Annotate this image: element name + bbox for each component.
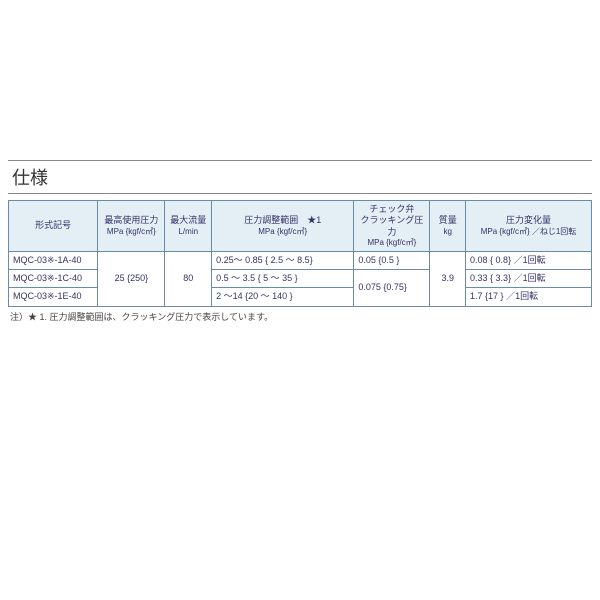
cell-range: 2 ～14 {20 ～ 140 } xyxy=(212,288,354,306)
th-max-flow: 最大流量 L/min xyxy=(165,201,212,252)
cell-cracking: 0.075 {0.75} xyxy=(354,270,430,307)
th-max-pressure: 最高使用圧力 MPa {kgf/c㎡} xyxy=(98,201,165,252)
th-change: 圧力変化量 MPa {kgf/c㎡} ／ねじ1回転 xyxy=(466,201,592,252)
th-label: 最大流量 xyxy=(168,215,208,226)
page: 仕様 形式記号 最高使用圧力 MPa {kgf/c㎡} 最大流量 L/min xyxy=(0,0,600,323)
table-row: MQC-03※-1A-40 25 {250} 80 0.25～ 0.85 { 2… xyxy=(9,251,592,269)
cell-range: 0.25～ 0.85 { 2.5 ～ 8.5} xyxy=(212,251,354,269)
cell-model: MQC-03※-1A-40 xyxy=(9,251,98,269)
th-label: クラッキング圧力 xyxy=(357,215,426,238)
cell-mass: 3.9 xyxy=(430,251,466,306)
cell-change: 0.08 { 0.8} ／1回転 xyxy=(466,251,592,269)
table-row: MQC-03※-1C-40 0.5 ～ 3.5 { 5 ～ 35 } 0.075… xyxy=(9,270,592,288)
th-units: MPa {kgf/c㎡} xyxy=(215,227,350,237)
th-units: MPa {kgf/c㎡} xyxy=(357,238,426,248)
th-units: MPa {kgf/c㎡} xyxy=(101,227,161,237)
cell-cracking: 0.05 {0.5 } xyxy=(354,251,430,269)
th-units: kg xyxy=(433,227,462,237)
spec-table: 形式記号 最高使用圧力 MPa {kgf/c㎡} 最大流量 L/min 圧力調整… xyxy=(8,200,592,307)
th-cracking: チェック弁 クラッキング圧力 MPa {kgf/c㎡} xyxy=(354,201,430,252)
section-title: 仕様 xyxy=(8,161,592,193)
cell-change: 1.7 {17 } ／1回転 xyxy=(466,288,592,306)
cell-model: MQC-03※-1C-40 xyxy=(9,270,98,288)
th-model: 形式記号 xyxy=(9,201,98,252)
th-label: チェック弁 xyxy=(357,204,426,215)
th-label: 圧力変化量 xyxy=(469,215,588,226)
th-label: 圧力調整範囲 ★1 xyxy=(215,215,350,226)
th-units: L/min xyxy=(168,227,208,237)
th-label: 形式記号 xyxy=(35,220,71,230)
cell-change: 0.33 { 3.3} ／1回転 xyxy=(466,270,592,288)
cell-max-flow: 80 xyxy=(165,251,212,306)
th-units: MPa {kgf/c㎡} ／ねじ1回転 xyxy=(469,227,588,237)
title-bar: 仕様 xyxy=(8,160,592,194)
th-mass: 質量 kg xyxy=(430,201,466,252)
table-header-row: 形式記号 最高使用圧力 MPa {kgf/c㎡} 最大流量 L/min 圧力調整… xyxy=(9,201,592,252)
cell-model: MQC-03※-1E-40 xyxy=(9,288,98,306)
footnote: 注）★ 1. 圧力調整範囲は、クラッキング圧力で表示しています。 xyxy=(8,310,592,323)
th-range: 圧力調整範囲 ★1 MPa {kgf/c㎡} xyxy=(212,201,354,252)
table-row: MQC-03※-1E-40 2 ～14 {20 ～ 140 } 1.7 {17 … xyxy=(9,288,592,306)
th-label: 質量 xyxy=(433,215,462,226)
th-label: 最高使用圧力 xyxy=(101,215,161,226)
cell-max-pressure: 25 {250} xyxy=(98,251,165,306)
cell-range: 0.5 ～ 3.5 { 5 ～ 35 } xyxy=(212,270,354,288)
